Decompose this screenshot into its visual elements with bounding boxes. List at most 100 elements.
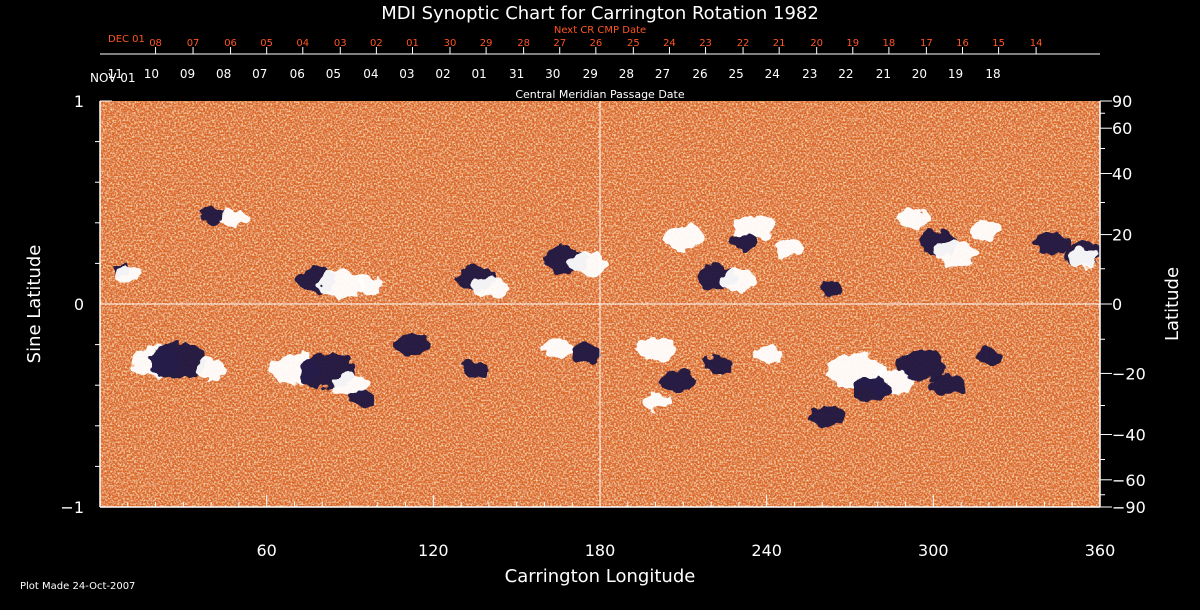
x-tick-label: 120 bbox=[418, 541, 449, 560]
cmp-day-label: 08 bbox=[216, 67, 231, 81]
next-cr-day-label: 30 bbox=[444, 38, 457, 49]
positive-flux-region bbox=[753, 346, 780, 364]
negative-flux-region bbox=[975, 348, 1003, 366]
next-cr-day-label: 19 bbox=[846, 38, 859, 49]
next-cr-day-label: 07 bbox=[187, 38, 200, 49]
y-right-tick-label: −40 bbox=[1112, 425, 1146, 444]
next-cr-day-label: 26 bbox=[589, 38, 602, 49]
y-left-tick-label: 1 bbox=[74, 92, 84, 111]
negative-flux-region bbox=[570, 342, 602, 363]
cmp-day-label: 04 bbox=[363, 67, 378, 81]
negative-flux-region bbox=[1032, 231, 1068, 255]
cmp-axis-label: Central Meridian Passage Date bbox=[515, 88, 684, 101]
next-cr-day-label: 20 bbox=[810, 38, 823, 49]
cmp-day-label: 27 bbox=[655, 67, 670, 81]
positive-flux-region bbox=[773, 237, 805, 257]
negative-flux-region bbox=[393, 333, 429, 356]
cmp-day-label: 22 bbox=[838, 67, 853, 81]
positive-flux-region bbox=[356, 275, 383, 293]
negative-flux-region bbox=[819, 282, 842, 297]
negative-flux-region bbox=[852, 376, 893, 402]
y-right-tick-label: 0 bbox=[1112, 295, 1122, 314]
negative-flux-region bbox=[731, 234, 758, 252]
y-axis-label-left: Sine Latitude bbox=[24, 245, 45, 364]
negative-flux-region bbox=[350, 388, 378, 406]
positive-flux-region bbox=[663, 224, 704, 250]
next-cr-axis: Next CR CMP Date DEC 01 08 07 06 05 04 03 02 01… bbox=[100, 25, 1100, 55]
y-right-tick-label: 20 bbox=[1112, 226, 1132, 245]
cmp-day-label: 05 bbox=[326, 67, 341, 81]
cmp-day-label: 23 bbox=[802, 67, 817, 81]
cmp-day-label: 10 bbox=[144, 67, 159, 81]
next-cr-day-label: 04 bbox=[296, 38, 309, 49]
positive-flux-region bbox=[635, 336, 676, 362]
y-right-tick-label: −60 bbox=[1112, 471, 1146, 490]
negative-flux-region bbox=[898, 349, 947, 381]
x-tick-label: 180 bbox=[585, 541, 616, 560]
next-cr-day-label: 29 bbox=[480, 38, 493, 49]
positive-flux-region bbox=[569, 250, 609, 276]
positive-flux-region bbox=[220, 210, 247, 228]
positive-flux-region bbox=[474, 276, 510, 299]
cmp-day-label: 06 bbox=[290, 67, 305, 81]
next-cr-axis-label: Next CR CMP Date bbox=[554, 25, 646, 36]
cmp-day-label: 01 bbox=[472, 67, 487, 81]
next-cr-day-label: 03 bbox=[334, 38, 347, 49]
positive-flux-region bbox=[542, 338, 574, 359]
positive-flux-region bbox=[732, 214, 773, 240]
next-cr-day-label: 01 bbox=[406, 38, 419, 49]
next-cr-day-label: 24 bbox=[663, 38, 676, 49]
positive-flux-region bbox=[319, 269, 364, 298]
positive-flux-region bbox=[967, 221, 999, 241]
negative-flux-region bbox=[461, 360, 489, 378]
next-cr-day-label: 14 bbox=[1030, 38, 1043, 49]
cmp-day-label: 07 bbox=[252, 67, 267, 81]
positive-flux-region bbox=[721, 268, 757, 291]
cmp-day-label: 24 bbox=[765, 67, 780, 81]
y-axis-left: 1 0 −1 bbox=[60, 92, 112, 517]
negative-flux-region bbox=[149, 342, 207, 380]
negative-flux-region bbox=[810, 404, 846, 427]
y-right-tick-label: 40 bbox=[1112, 165, 1132, 184]
next-cr-day-label: 15 bbox=[992, 38, 1005, 49]
cmp-day-label: 03 bbox=[399, 67, 414, 81]
y-axis-right: 90 60 40 20 0 −20 −40 −60 −90 bbox=[1100, 92, 1146, 517]
positive-flux-region bbox=[1067, 247, 1099, 268]
next-cr-day-label: 08 bbox=[149, 38, 162, 49]
positive-flux-region bbox=[933, 239, 978, 268]
positive-flux-region bbox=[642, 393, 669, 410]
positive-flux-region bbox=[898, 208, 930, 229]
positive-flux-region bbox=[195, 359, 227, 379]
negative-flux-region bbox=[701, 355, 733, 375]
cmp-start-label: NOV 01 bbox=[90, 71, 136, 85]
x-tick-label: 360 bbox=[1085, 541, 1116, 560]
next-cr-day-label: 06 bbox=[224, 38, 237, 49]
cmp-day-label: 29 bbox=[583, 67, 598, 81]
next-cr-day-label: 02 bbox=[370, 38, 383, 49]
y-axis-label-right: Latitude bbox=[1162, 267, 1183, 341]
next-cr-start-label: DEC 01 bbox=[108, 34, 145, 45]
cmp-day-label: 02 bbox=[435, 67, 450, 81]
cmp-day-label: 11 bbox=[108, 67, 123, 81]
cmp-axis: NOV 01 11 10 09 08 07 06 05 04 03 02 01 31 30 29 28 27 2… bbox=[90, 67, 1001, 101]
next-cr-day-label: 28 bbox=[517, 38, 530, 49]
y-right-tick-label: 90 bbox=[1112, 92, 1132, 111]
cmp-day-label: 19 bbox=[948, 67, 963, 81]
x-tick-label: 240 bbox=[751, 541, 782, 560]
x-axis: 60 120 180 240 300 360 bbox=[127, 495, 1116, 560]
next-cr-day-label: 22 bbox=[737, 38, 750, 49]
y-left-tick-label: 0 bbox=[74, 295, 84, 314]
positive-flux-region bbox=[116, 266, 139, 281]
y-right-tick-label: 60 bbox=[1112, 119, 1132, 138]
cmp-day-label: 09 bbox=[180, 67, 195, 81]
y-right-tick-label: −20 bbox=[1112, 364, 1146, 383]
negative-flux-region bbox=[197, 206, 225, 224]
cmp-day-label: 31 bbox=[509, 67, 524, 81]
chart-title: MDI Synoptic Chart for Carrington Rotati… bbox=[381, 3, 819, 24]
next-cr-day-label: 23 bbox=[699, 38, 712, 49]
cmp-day-label: 26 bbox=[692, 67, 707, 81]
cmp-day-label: 25 bbox=[728, 67, 743, 81]
x-tick-label: 300 bbox=[918, 541, 949, 560]
x-tick-label: 60 bbox=[256, 541, 276, 560]
